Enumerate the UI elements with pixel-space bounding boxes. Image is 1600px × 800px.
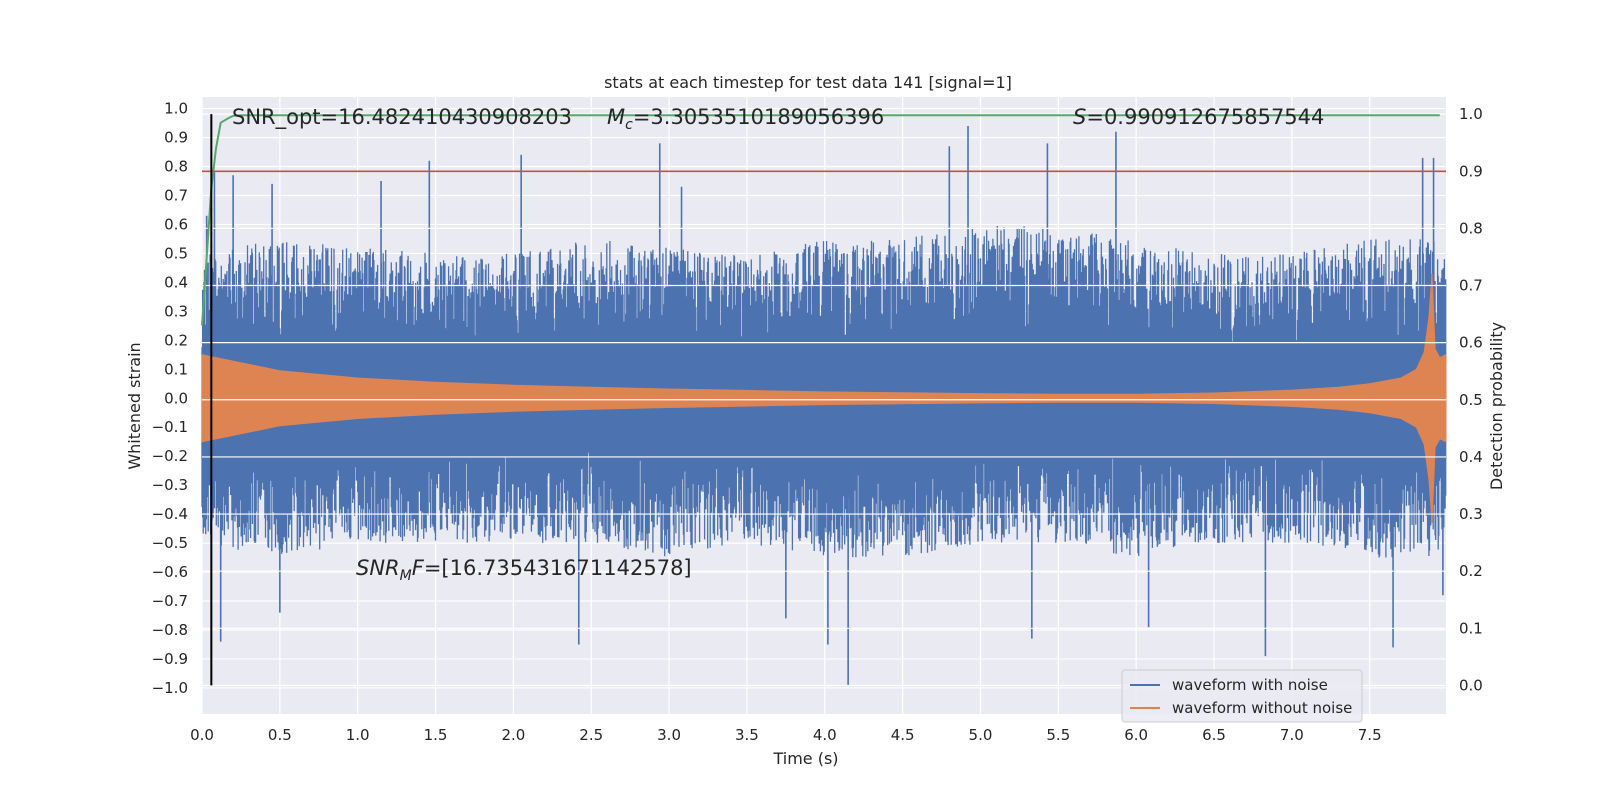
waveform-without-noise-area xyxy=(201,273,1447,523)
x-tick-label: 0.5 xyxy=(268,726,292,744)
x-tick-label: 7.5 xyxy=(1358,726,1382,744)
y-tick-label: 0.6 xyxy=(164,215,188,233)
y-tick-label: −0.4 xyxy=(152,505,188,523)
y-tick-label: −0.8 xyxy=(152,621,188,639)
y-tick-label: 0.5 xyxy=(164,244,188,262)
y-tick-label: −0.9 xyxy=(152,650,188,668)
y-right-tick-label: 0.7 xyxy=(1459,277,1483,295)
snrmf-symbol: SNR xyxy=(356,556,400,580)
y-tick-label: −0.7 xyxy=(152,592,188,610)
x-tick-label: 7.0 xyxy=(1280,726,1304,744)
x-tick-label: 1.5 xyxy=(424,726,448,744)
x-axis-label: Time (s) xyxy=(772,749,838,768)
y-tick-label: 0.1 xyxy=(164,360,188,378)
x-tick-label: 5.5 xyxy=(1046,726,1070,744)
y-right-tick-label: 0.3 xyxy=(1459,505,1483,523)
y-right-tick-label: 0.2 xyxy=(1459,562,1483,580)
mc-annotation: Mc=3.3053510189056396 xyxy=(607,105,884,133)
snr-opt-annotation: SNR_opt=16.482410430908203 xyxy=(232,105,572,130)
y-tick-label: 0.7 xyxy=(164,186,188,204)
x-tick-label: 3.5 xyxy=(735,726,759,744)
y-tick-label: −0.2 xyxy=(152,447,188,465)
x-tick-label: 2.5 xyxy=(579,726,603,744)
snrmf-f: F xyxy=(412,556,425,580)
snrmf-subscript: M xyxy=(400,568,412,584)
y-right-tick-label: 0.9 xyxy=(1459,162,1483,180)
y-tick-label: −1.0 xyxy=(152,679,188,697)
legend-box xyxy=(1121,669,1363,723)
x-tick-label: 4.0 xyxy=(813,726,837,744)
snrmf-annotation: SNRMF=[16.735431671142578] xyxy=(356,556,692,584)
y-right-tick-label: 0.8 xyxy=(1459,219,1483,237)
y-axis-right-label: Detection probability xyxy=(1487,322,1506,490)
y-right-tick-label: 0.0 xyxy=(1459,676,1483,694)
x-tick-label: 6.5 xyxy=(1202,726,1226,744)
mc-symbol: M xyxy=(607,105,625,129)
x-tick-label: 2.0 xyxy=(501,726,525,744)
x-tick-label: 0.0 xyxy=(190,726,214,744)
s-annotation: S=0.990912675857544 xyxy=(1073,105,1324,129)
y-tick-label: 0.2 xyxy=(164,331,188,349)
mc-subscript: c xyxy=(625,117,633,133)
x-tick-label: 1.0 xyxy=(346,726,370,744)
y-right-tick-label: 0.4 xyxy=(1459,448,1483,466)
y-tick-label: −0.6 xyxy=(152,563,188,581)
x-tick-label: 6.0 xyxy=(1124,726,1148,744)
y-axis-label: Whitened strain xyxy=(125,342,144,469)
legend-label-clean: waveform without noise xyxy=(1172,699,1352,717)
y-tick-label: −0.3 xyxy=(152,476,188,494)
legend: waveform with noise waveform without noi… xyxy=(1121,669,1363,723)
y-tick-label: 0.0 xyxy=(164,389,188,407)
s-value: =0.990912675857544 xyxy=(1086,105,1324,129)
y-tick-label: −0.1 xyxy=(152,418,188,436)
y-tick-label: 1.0 xyxy=(164,100,188,118)
y-right-tick-label: 0.1 xyxy=(1459,619,1483,637)
y-tick-label: −0.5 xyxy=(152,534,188,552)
chart-title: stats at each timestep for test data 141… xyxy=(604,73,1012,92)
legend-label-noise: waveform with noise xyxy=(1172,676,1328,694)
x-tick-label: 4.5 xyxy=(891,726,915,744)
y-tick-label: 0.3 xyxy=(164,302,188,320)
s-symbol: S xyxy=(1073,105,1086,129)
detection-probability-line xyxy=(201,114,1440,326)
mc-value: =3.3053510189056396 xyxy=(633,105,884,129)
snrmf-value: =[16.735431671142578] xyxy=(424,556,692,580)
y-tick-label: 0.9 xyxy=(164,129,188,147)
y-right-tick-label: 0.6 xyxy=(1459,334,1483,352)
y-right-tick-label: 0.5 xyxy=(1459,391,1483,409)
y-tick-label: 0.8 xyxy=(164,158,188,176)
x-tick-label: 3.0 xyxy=(657,726,681,744)
y-tick-label: 0.4 xyxy=(164,273,188,291)
y-right-tick-label: 1.0 xyxy=(1459,105,1483,123)
x-tick-label: 5.0 xyxy=(969,726,993,744)
